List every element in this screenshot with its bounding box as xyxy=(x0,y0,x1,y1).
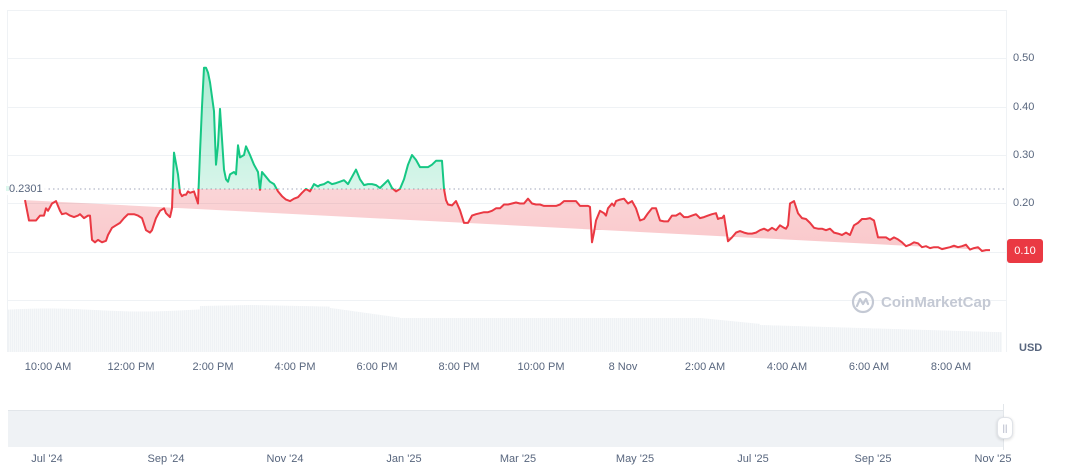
grid-line-010 xyxy=(8,252,1006,253)
price-line-down xyxy=(24,189,990,252)
area-below-baseline xyxy=(25,189,990,251)
plot-border-left xyxy=(7,10,8,352)
navigator-drag-handle[interactable]: || xyxy=(997,417,1013,439)
coinmarketcap-logo-icon xyxy=(851,290,875,314)
navigator-tick: Nov '24 xyxy=(266,453,304,465)
y-tick-030: 0.30 xyxy=(1013,149,1035,161)
x-tick: 4:00 PM xyxy=(274,361,316,373)
y-tick-050: 0.50 xyxy=(1013,52,1035,64)
coinmarketcap-watermark: CoinMarketCap xyxy=(851,290,991,314)
x-tick: 4:00 AM xyxy=(766,361,808,373)
grid-line-030 xyxy=(8,155,1006,156)
drag-handle-icon: || xyxy=(1002,423,1008,433)
navigator-tick: Jan '25 xyxy=(386,453,422,465)
navigator-tick: Jul '25 xyxy=(737,453,769,465)
x-tick: 10:00 AM xyxy=(24,361,72,373)
x-tick: 12:00 PM xyxy=(107,361,155,373)
navigator-tick: Nov '25 xyxy=(974,453,1012,465)
navigator-tick: Sep '25 xyxy=(854,453,892,465)
x-tick: 6:00 AM xyxy=(848,361,890,373)
grid-line-top xyxy=(8,10,1006,11)
x-tick: 6:00 PM xyxy=(356,361,398,373)
y-tick-020: 0.20 xyxy=(1013,197,1035,209)
baseline-price-label: 0.2301 xyxy=(6,183,46,195)
navigator-tick: May '25 xyxy=(615,453,655,465)
plot-border-right xyxy=(1006,10,1007,352)
grid-line-040 xyxy=(8,107,1006,108)
range-navigator[interactable] xyxy=(8,410,1004,447)
watermark-text: CoinMarketCap xyxy=(881,293,992,311)
navigator-tick: Jul '24 xyxy=(31,453,63,465)
x-tick: 8:00 AM xyxy=(930,361,972,373)
price-chart[interactable] xyxy=(0,0,1072,360)
navigator-tick: Sep '24 xyxy=(147,453,185,465)
x-tick: 8:00 PM xyxy=(438,361,480,373)
current-price-badge: 0.10 xyxy=(1007,239,1043,263)
currency-label: USD xyxy=(1019,342,1043,354)
x-tick: 10:00 PM xyxy=(517,361,565,373)
y-tick-040: 0.40 xyxy=(1013,101,1035,113)
grid-line-000 xyxy=(8,300,1006,301)
navigator-tick: Mar '25 xyxy=(499,453,537,465)
area-above-baseline xyxy=(172,67,445,189)
x-tick: 2:00 PM xyxy=(192,361,234,373)
volume-bars xyxy=(8,305,1002,352)
x-tick: 2:00 AM xyxy=(684,361,726,373)
x-tick: 8 Nov xyxy=(608,361,638,373)
grid-line-050 xyxy=(8,58,1006,59)
